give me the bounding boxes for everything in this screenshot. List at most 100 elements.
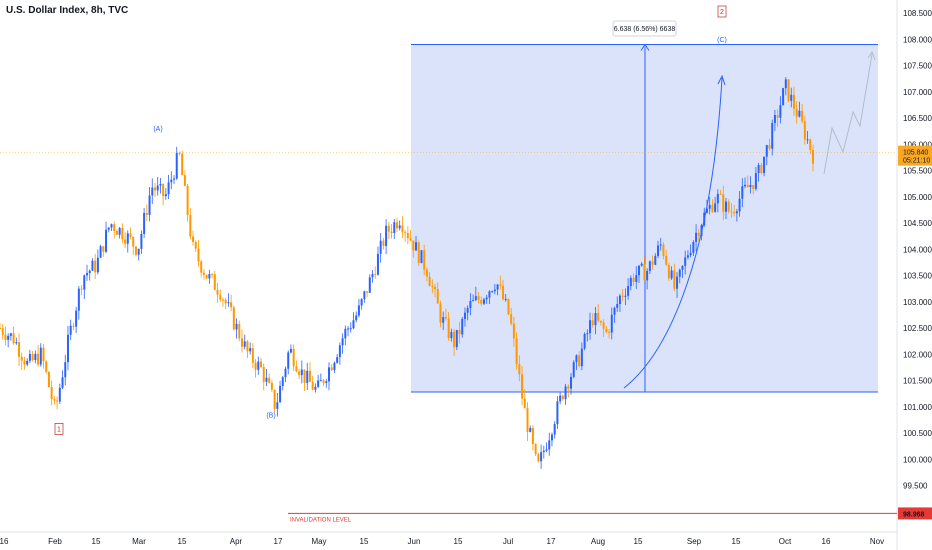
candle-body: [485, 297, 488, 300]
candle-body: [268, 377, 271, 383]
candle-body: [379, 240, 382, 254]
candle-body: [640, 263, 643, 266]
candle-body: [224, 299, 227, 304]
candle-body: [251, 348, 254, 363]
x-tick-label: Sep: [687, 537, 702, 546]
invalidation-price-tag: [898, 507, 932, 520]
candle-body: [676, 276, 679, 289]
range-label: 6.638 (6.56%) 6638: [614, 26, 676, 33]
candle-body: [512, 323, 515, 339]
candle-body: [319, 380, 322, 382]
candle-body: [162, 183, 165, 197]
candle-body: [328, 367, 331, 382]
candle-body: [608, 331, 611, 333]
candle-body: [9, 333, 12, 336]
candle-body: [287, 352, 290, 369]
candle-body: [325, 381, 328, 384]
candle-body: [493, 289, 496, 292]
candle-body: [719, 193, 722, 195]
candle-body: [752, 184, 755, 189]
candle-body: [208, 274, 211, 279]
candle-body: [300, 369, 303, 376]
candle-body: [145, 212, 148, 215]
candle-body: [744, 184, 747, 187]
candle-body: [153, 187, 156, 191]
wave-label-box: [54, 423, 64, 435]
x-tick-label: 15: [454, 537, 463, 546]
candle-body: [705, 208, 708, 213]
candle-body: [308, 370, 311, 382]
candle-body: [164, 194, 167, 197]
candle-body: [230, 302, 233, 308]
candle-body: [292, 349, 295, 367]
candle-body: [91, 260, 94, 271]
candle-body: [627, 286, 630, 296]
candle-body: [77, 288, 80, 311]
candle-body: [806, 139, 809, 141]
candle-body: [7, 335, 10, 340]
current-price-value: 105.840: [903, 150, 928, 157]
candle-body: [113, 224, 116, 231]
x-tick-label: Nov: [870, 537, 884, 546]
candle-body: [597, 312, 600, 321]
candle-body: [357, 305, 360, 316]
candle-body: [692, 241, 695, 253]
candle-body: [665, 255, 668, 265]
candle-body: [708, 204, 711, 209]
candle-body: [567, 386, 570, 389]
candle-body: [181, 153, 184, 176]
x-tick-label: 15: [360, 537, 369, 546]
candle-body: [53, 399, 56, 401]
candle-body: [404, 232, 407, 234]
candle-body: [20, 356, 23, 361]
candle-body: [382, 240, 385, 246]
candle-body: [355, 315, 358, 321]
candle-body: [754, 173, 757, 189]
candle-body: [425, 269, 428, 277]
candle-body: [34, 353, 37, 361]
candle-body: [561, 395, 564, 400]
candle-body: [398, 225, 401, 229]
candle-body: [205, 274, 208, 279]
candle-body: [553, 424, 556, 435]
candle-body: [474, 296, 477, 301]
candle-body: [240, 338, 243, 347]
candle-body: [140, 233, 143, 249]
x-tick-label: Mar: [132, 537, 146, 546]
candle-body: [651, 261, 654, 265]
candle-body: [341, 338, 344, 346]
candle-body: [352, 320, 355, 329]
candle-body: [99, 246, 102, 258]
y-tick-label: 100.500: [903, 429, 932, 438]
candle-body: [12, 333, 15, 344]
candle-body: [235, 323, 238, 330]
candle-body: [504, 299, 507, 301]
y-tick-label: 105.500: [903, 167, 932, 176]
candle-body: [121, 227, 124, 240]
candle-body: [643, 263, 646, 281]
candle-body: [784, 79, 787, 89]
chart-title: U.S. Dollar Index, 8h, TVC: [6, 5, 129, 16]
candle-body: [648, 261, 651, 271]
candle-body: [107, 227, 110, 230]
candle-body: [779, 105, 782, 118]
candle-body: [697, 232, 700, 236]
candle-body: [480, 299, 483, 304]
candle-body: [347, 328, 350, 330]
candle-body: [0, 328, 1, 329]
y-tick-label: 107.500: [903, 62, 932, 71]
candle-body: [385, 225, 388, 246]
candle-body: [773, 115, 776, 124]
candle-body: [216, 289, 219, 295]
candle-body: [556, 401, 559, 425]
x-tick-label: Aug: [591, 537, 605, 546]
y-tick-label: 108.500: [903, 9, 932, 18]
candle-body: [211, 274, 214, 276]
candle-body: [749, 184, 752, 188]
candle-body: [360, 299, 363, 306]
candle-body: [757, 164, 760, 174]
candle-body: [529, 427, 532, 432]
y-tick-label: 100.000: [903, 455, 932, 464]
candle-body: [621, 295, 624, 297]
